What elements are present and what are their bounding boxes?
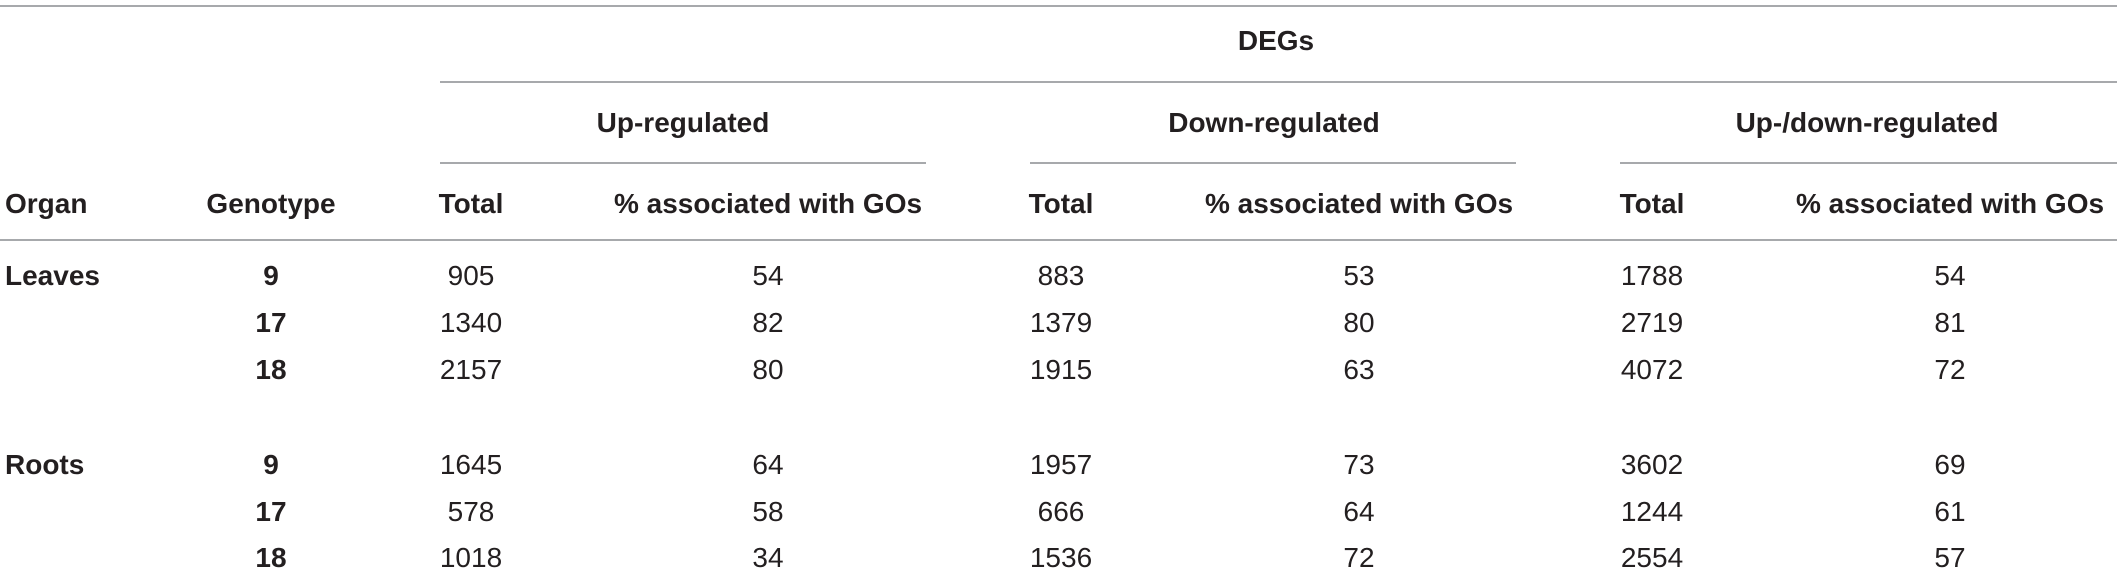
table-cell: 1645 <box>439 449 503 480</box>
table-cell: 73 <box>1343 449 1375 480</box>
table-cell: 578 <box>447 496 495 527</box>
table-cell: 4072 <box>1620 354 1684 385</box>
genotype-cell: 17 <box>255 496 287 527</box>
table-cell: 2719 <box>1620 307 1684 338</box>
up-regulated-header: Up-regulated <box>596 107 770 138</box>
genotype-cell: 18 <box>255 354 287 385</box>
genotype-cell: 9 <box>263 260 279 291</box>
table-cell: 53 <box>1343 260 1375 291</box>
table-cell: 1340 <box>439 307 503 338</box>
table-cell: 80 <box>752 354 784 385</box>
genotype-cell: 9 <box>263 449 279 480</box>
down-pct-header: % associated with GOs <box>1204 188 1514 219</box>
table-cell: 2554 <box>1620 542 1684 573</box>
table-cell: 80 <box>1343 307 1375 338</box>
down-regulated-header: Down-regulated <box>1168 107 1380 138</box>
up-pct-header: % associated with GOs <box>613 188 923 219</box>
up-down-regulated-rule <box>1620 162 2117 164</box>
table-cell: 81 <box>1934 307 1966 338</box>
table-cell: 34 <box>752 542 784 573</box>
table-cell: 1957 <box>1029 449 1093 480</box>
table-cell: 905 <box>447 260 495 291</box>
table-cell: 57 <box>1934 542 1966 573</box>
down-total-header: Total <box>1028 188 1094 219</box>
up-down-regulated-header: Up-/down-regulated <box>1735 107 1999 138</box>
table-cell: 72 <box>1934 354 1966 385</box>
table-cell: 1915 <box>1029 354 1093 385</box>
organ-label: Leaves <box>5 260 100 291</box>
table-cell: 1244 <box>1620 496 1684 527</box>
table-cell: 72 <box>1343 542 1375 573</box>
table-cell: 666 <box>1037 496 1085 527</box>
table-cell: 54 <box>752 260 784 291</box>
table-cell: 1018 <box>439 542 503 573</box>
organ-header: Organ <box>5 188 88 219</box>
table-cell: 82 <box>752 307 784 338</box>
updown-pct-header: % associated with GOs <box>1795 188 2105 219</box>
table-cell: 64 <box>1343 496 1375 527</box>
table-cell: 1379 <box>1029 307 1093 338</box>
table-cell: 61 <box>1934 496 1966 527</box>
degs-header: DEGs <box>1237 25 1315 56</box>
table-cell: 2157 <box>439 354 503 385</box>
table-cell: 883 <box>1037 260 1085 291</box>
organ-label: Roots <box>5 449 85 480</box>
table-cell: 3602 <box>1620 449 1684 480</box>
degs-rule <box>440 81 2117 83</box>
up-total-header: Total <box>438 188 504 219</box>
table-cell: 1788 <box>1620 260 1684 291</box>
down-regulated-rule <box>1030 162 1516 164</box>
up-regulated-rule <box>440 162 926 164</box>
header-bottom-rule <box>0 239 2117 241</box>
table-cell: 58 <box>752 496 784 527</box>
genotype-header: Genotype <box>206 188 336 219</box>
table-cell: 69 <box>1934 449 1966 480</box>
table-cell: 54 <box>1934 260 1966 291</box>
updown-total-header: Total <box>1619 188 1685 219</box>
genotype-cell: 18 <box>255 542 287 573</box>
genotype-cell: 17 <box>255 307 287 338</box>
top-rule <box>0 5 2117 7</box>
table-cell: 63 <box>1343 354 1375 385</box>
table-cell: 64 <box>752 449 784 480</box>
table-cell: 1536 <box>1029 542 1093 573</box>
